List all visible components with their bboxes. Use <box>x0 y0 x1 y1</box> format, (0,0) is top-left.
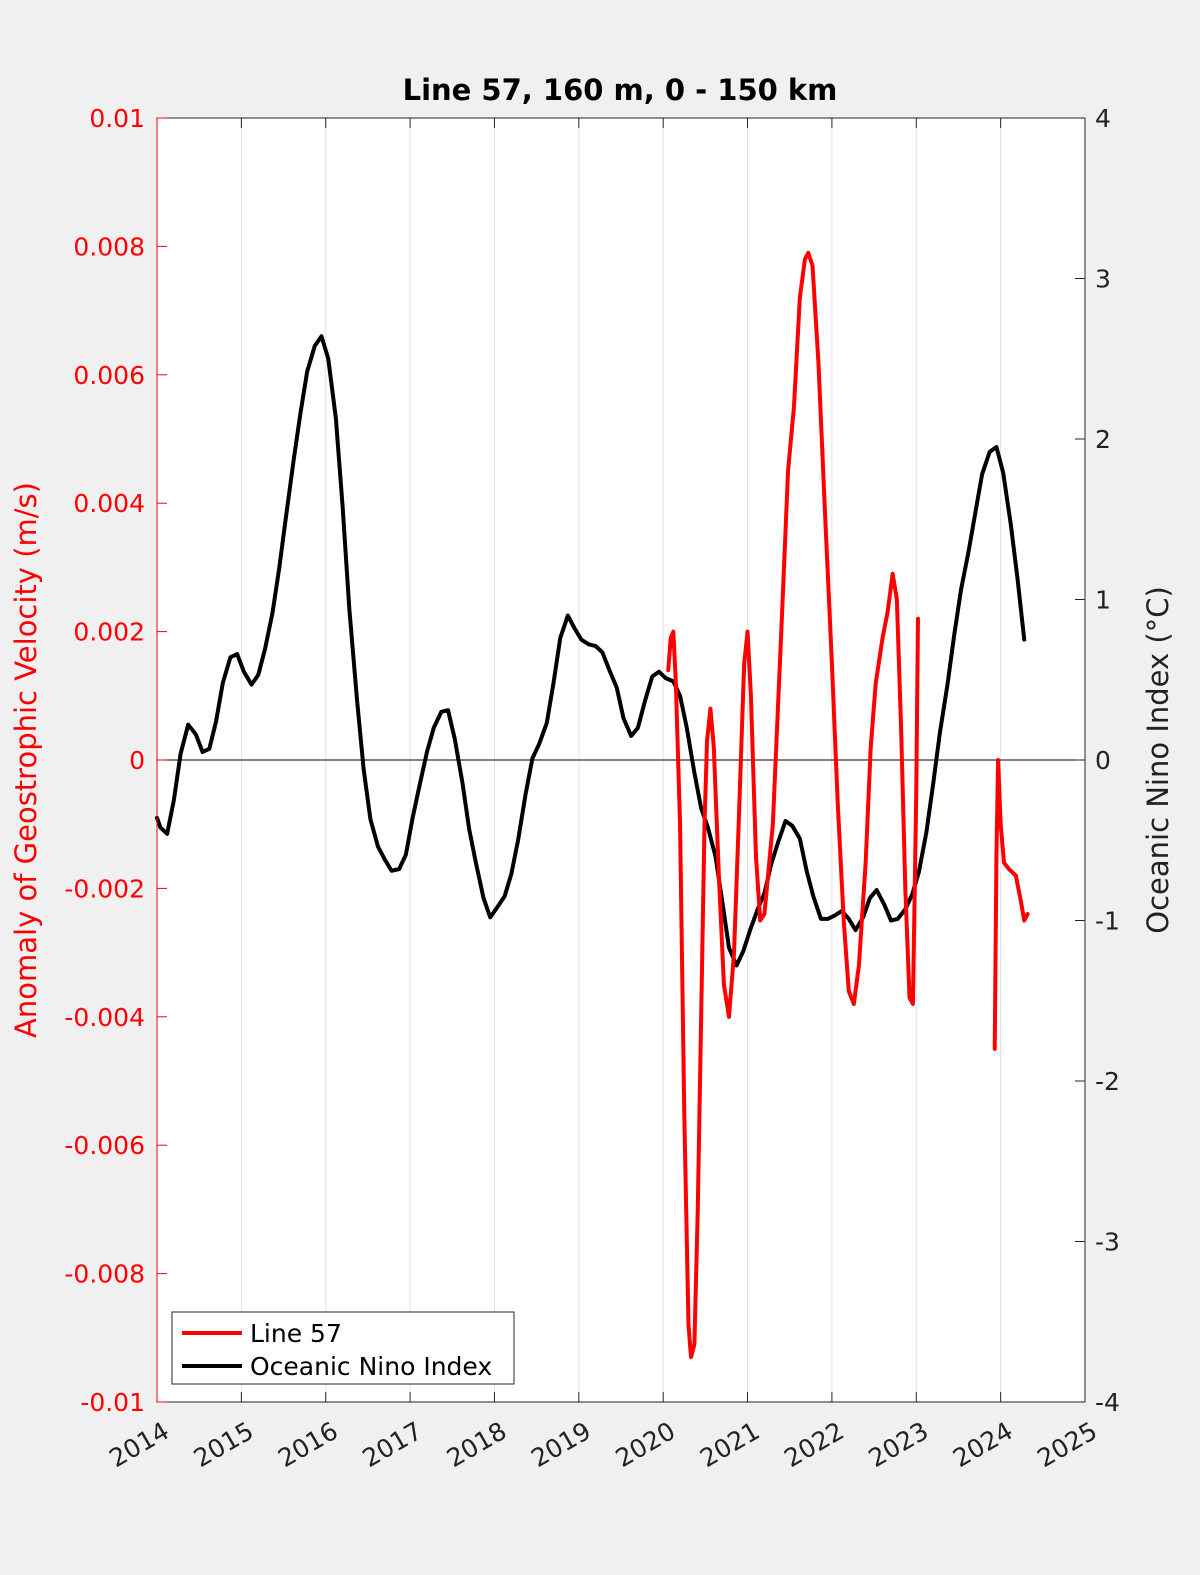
right-y-tick-label: 4 <box>1095 104 1111 133</box>
left-y-tick-label: -0.01 <box>80 1388 145 1417</box>
x-tick-label: 2017 <box>357 1416 427 1473</box>
right-y-tick-label: 0 <box>1095 746 1111 775</box>
x-tick-label: 2021 <box>695 1416 765 1473</box>
series-line-line-57 <box>666 250 920 1360</box>
right-y-tick-label: 2 <box>1095 425 1111 454</box>
left-y-tick-label: -0.002 <box>64 874 145 903</box>
legend-label-line-57: Line 57 <box>250 1319 342 1348</box>
right-y-tick-label: 3 <box>1095 265 1111 294</box>
legend-label-oni: Oceanic Nino Index <box>250 1352 492 1381</box>
left-y-axis: -0.01 -0.008 -0.006 -0.004 -0.002 0 0.002 0.004… <box>64 104 167 1417</box>
series-line-line-57 <box>992 758 1030 1051</box>
left-y-axis-label: Anomaly of Geostrophic Velocity (m/s) <box>9 482 43 1038</box>
right-y-axis: -4 -3 -2 -1 0 1 2 3 4 <box>1075 104 1120 1417</box>
left-y-tick-label: 0.01 <box>89 104 145 133</box>
left-y-tick-label: -0.004 <box>64 1003 145 1032</box>
x-tick-label: 2020 <box>611 1416 681 1473</box>
x-tick-label: 2016 <box>273 1416 343 1473</box>
left-y-tick-label: -0.008 <box>64 1260 145 1289</box>
left-y-tick-label: 0.006 <box>73 361 145 390</box>
right-y-tick-label: -3 <box>1095 1228 1120 1257</box>
right-y-tick-label: -4 <box>1095 1388 1120 1417</box>
series-line-oceanic-nino-index <box>155 334 1027 968</box>
right-y-tick-label: -1 <box>1095 907 1120 936</box>
left-y-tick-label: 0 <box>129 746 145 775</box>
series-lines <box>155 250 1030 1360</box>
legend-box <box>171 1311 515 1385</box>
left-y-tick-label: -0.006 <box>64 1131 145 1160</box>
x-tick-label: 2025 <box>1032 1416 1102 1473</box>
left-y-tick-label: 0.004 <box>73 489 145 518</box>
x-tick-label: 2014 <box>104 1416 174 1473</box>
x-tick-label: 2024 <box>948 1416 1018 1473</box>
x-tick-label: 2019 <box>526 1416 596 1473</box>
right-y-axis-label: Oceanic Nino Index (°C) <box>1141 586 1175 934</box>
x-tick-label: 2022 <box>779 1416 849 1473</box>
legend: Line 57 Oceanic Nino Index <box>171 1311 515 1385</box>
x-tick-label: 2018 <box>442 1416 512 1473</box>
x-tick-label: 2015 <box>189 1416 259 1473</box>
left-y-tick-label: 0.008 <box>73 232 145 261</box>
left-y-tick-label: 0.002 <box>73 618 145 647</box>
right-y-tick-label: 1 <box>1095 586 1111 615</box>
right-y-tick-label: -2 <box>1095 1067 1120 1096</box>
chart-title: Line 57, 160 m, 0 - 150 km <box>403 73 838 107</box>
x-tick-label: 2023 <box>864 1416 934 1473</box>
